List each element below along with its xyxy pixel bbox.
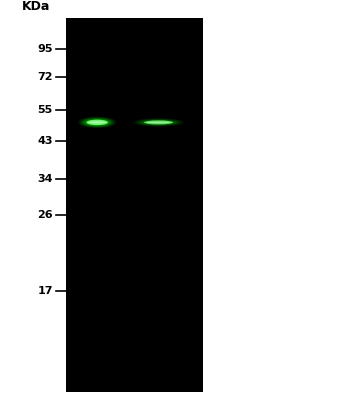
Text: 43: 43 xyxy=(38,136,53,146)
Ellipse shape xyxy=(137,119,180,126)
Text: 72: 72 xyxy=(38,72,53,82)
Ellipse shape xyxy=(134,118,183,126)
Ellipse shape xyxy=(86,120,108,125)
Text: 95: 95 xyxy=(38,44,53,54)
Ellipse shape xyxy=(143,120,174,125)
Ellipse shape xyxy=(135,119,182,126)
Ellipse shape xyxy=(81,118,113,127)
Ellipse shape xyxy=(82,118,112,127)
Ellipse shape xyxy=(138,119,179,126)
Text: 34: 34 xyxy=(38,174,53,184)
Text: B: B xyxy=(162,1,172,14)
Ellipse shape xyxy=(80,117,115,128)
Ellipse shape xyxy=(84,118,111,126)
Text: 17: 17 xyxy=(38,286,53,296)
Ellipse shape xyxy=(140,120,177,125)
Ellipse shape xyxy=(85,119,110,126)
Ellipse shape xyxy=(144,120,173,124)
Ellipse shape xyxy=(145,120,172,124)
Ellipse shape xyxy=(88,120,106,125)
Text: 55: 55 xyxy=(38,105,53,115)
Text: A: A xyxy=(99,1,109,14)
Ellipse shape xyxy=(79,117,116,128)
Ellipse shape xyxy=(146,121,171,124)
Text: 26: 26 xyxy=(37,210,53,220)
Ellipse shape xyxy=(87,120,107,125)
Ellipse shape xyxy=(86,119,108,126)
Ellipse shape xyxy=(88,121,106,124)
Ellipse shape xyxy=(147,122,170,123)
Ellipse shape xyxy=(142,120,176,125)
Text: KDa: KDa xyxy=(21,0,50,13)
Bar xyxy=(66,18,203,392)
